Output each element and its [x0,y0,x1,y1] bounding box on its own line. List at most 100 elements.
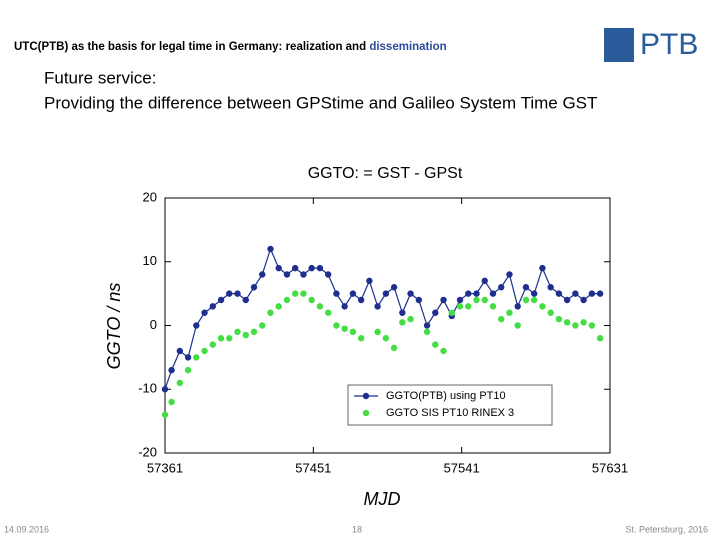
data-point [465,290,472,297]
data-point [432,309,439,316]
data-point [308,296,315,304]
data-point [168,366,175,374]
data-point [489,290,497,297]
data-point [275,303,282,310]
data-point [481,277,488,285]
data-point [226,335,233,342]
data-point [234,328,241,336]
data-point [193,354,200,361]
data-point [456,296,464,304]
data-point [333,322,340,329]
data-point [193,322,200,329]
data-point [440,347,447,355]
data-point [547,284,554,291]
legend-label: GGTO SIS PT10 RINEX 3 [386,407,514,419]
data-point [308,264,315,272]
data-point [382,290,390,297]
series-line [164,247,601,390]
data-point [283,296,291,304]
data-point [572,290,579,297]
data-point [242,296,249,304]
data-point [481,296,488,304]
data-point [275,264,282,272]
logo-text: PTB [640,28,698,61]
data-point [226,290,233,297]
data-point [390,344,398,352]
data-point [563,296,571,304]
data-point [176,379,184,387]
data-point [399,309,406,316]
data-point [448,309,455,316]
data-point [259,322,266,329]
header-highlight: dissemination [369,41,446,53]
data-point [596,335,604,342]
legend-label: GGTO(PTB) using PT10 [386,390,506,402]
data-point [341,325,348,332]
data-point [176,347,184,355]
data-point [415,296,423,304]
data-point [267,309,274,316]
chart-title: GGTO: = GST - GPSt [308,165,463,182]
data-point [333,290,340,297]
x-axis-label: MJD [364,489,401,509]
data-point [588,322,596,329]
data-point [316,264,324,272]
data-point [209,303,216,310]
data-point [161,386,169,393]
data-point [473,290,480,297]
data-point [283,271,291,278]
legend-marker [362,392,370,400]
data-point [456,303,464,310]
data-point [300,290,307,297]
x-tick-label: 57631 [592,460,628,475]
data-point [349,328,357,336]
data-point [292,264,299,272]
data-point [250,328,258,336]
data-point [539,264,546,272]
data-point [522,284,530,291]
data-point [407,315,414,323]
header: UTC(PTB) as the basis for legal time in … [14,41,447,53]
data-point [473,296,480,304]
data-point [217,296,225,304]
data-point [522,296,530,304]
data-point [498,284,505,291]
data-point [514,322,521,329]
data-point [555,290,563,297]
subtitle-line: Future service: [44,68,156,87]
data-point [341,303,348,310]
data-point [506,271,513,278]
y-tick-label: -20 [138,444,157,459]
data-point [440,296,447,304]
data-point [242,331,249,339]
subtitle-line: Providing the difference between GPStime… [44,93,597,112]
data-point [267,245,274,253]
data-point [324,271,332,278]
data-point [349,290,357,297]
data-point [539,303,546,310]
data-point [465,303,472,310]
logo-mark [604,28,634,62]
data-point [259,271,266,278]
data-point [530,296,538,304]
data-point [292,290,299,297]
x-tick-label: 57451 [295,460,331,475]
y-tick-label: 10 [143,253,157,268]
data-point [201,347,208,355]
data-point [184,366,192,374]
data-point [547,309,554,316]
data-point [250,284,258,291]
footer-date: 14.09.2016 [4,524,49,534]
footer-place: St. Petersburg, 2016 [625,524,708,534]
data-point [588,290,596,297]
x-tick-label: 57361 [147,460,183,475]
data-point [168,398,175,406]
data-point [366,277,373,285]
data-point [423,322,431,329]
data-point [596,290,604,297]
data-point [498,315,505,323]
data-point [234,290,241,297]
y-tick-label: -10 [138,381,157,396]
legend-marker [362,409,370,417]
